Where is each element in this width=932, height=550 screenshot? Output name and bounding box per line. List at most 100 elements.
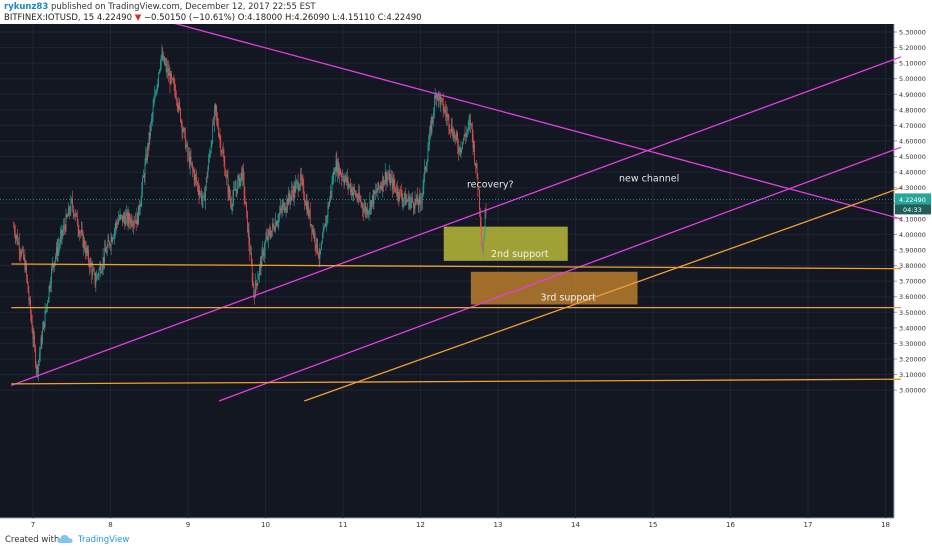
- candle-body: [381, 186, 383, 189]
- candle-body: [170, 73, 172, 84]
- candle-body: [415, 199, 417, 202]
- candle-body: [18, 241, 20, 252]
- candle-body: [180, 121, 182, 123]
- candle-body: [269, 231, 271, 236]
- candle-body: [368, 209, 370, 213]
- candle-body: [95, 281, 97, 285]
- candle-body: [21, 251, 23, 256]
- candle-body: [99, 265, 101, 270]
- candle-body: [354, 188, 355, 192]
- candle-body: [150, 123, 151, 136]
- candle-body: [332, 181, 334, 182]
- y-tick-label: 4.70000: [899, 122, 926, 130]
- y-tick-label: 4.40000: [899, 169, 926, 177]
- candle-body: [14, 232, 16, 238]
- time-axis[interactable]: [0, 518, 894, 530]
- x-axis-ticks: 7 8 9 10 11 12 13 14 15 16 17 18: [31, 521, 890, 529]
- candle-body: [271, 230, 272, 237]
- price-tag-box: [895, 193, 931, 205]
- candle-body: [222, 151, 224, 157]
- candle-body: [126, 212, 127, 217]
- candle-body: [75, 213, 77, 217]
- candle-body: [66, 214, 68, 217]
- publish-info: published on TradingView.com, December 1…: [50, 2, 316, 12]
- candle-body: [386, 177, 388, 183]
- candle-body: [73, 214, 75, 215]
- candle-body: [350, 188, 352, 193]
- candle-body: [326, 216, 328, 218]
- candle-body: [116, 222, 118, 224]
- candle-body: [466, 132, 467, 137]
- candle-body: [196, 177, 197, 183]
- candle-body: [223, 156, 225, 162]
- candle-body: [276, 223, 278, 226]
- candle-body: [62, 231, 64, 236]
- candle-body: [379, 186, 380, 188]
- candle-body: [31, 321, 33, 333]
- candle-body: [450, 124, 452, 131]
- y-tick-label: 5.10000: [899, 60, 926, 68]
- candle-body: [265, 239, 267, 243]
- candle-body: [315, 244, 317, 249]
- candle-body: [129, 220, 131, 224]
- candle-body: [76, 213, 77, 214]
- candle-body: [463, 139, 464, 142]
- candle-body: [476, 163, 478, 178]
- price-chart[interactable]: recovery? new channel 2nd support 3rd suppo…: [0, 24, 932, 530]
- candle-body: [39, 348, 41, 355]
- x-tick-label: 15: [649, 521, 658, 529]
- candle-body: [479, 209, 481, 223]
- candle-body: [33, 336, 35, 340]
- candle-body: [409, 196, 410, 208]
- candle-body: [456, 133, 458, 140]
- y-tick-label: 4.00000: [899, 231, 926, 239]
- candle-body: [457, 139, 459, 148]
- tradingview-brand-link[interactable]: TradingView: [78, 535, 130, 545]
- candle-body: [450, 129, 451, 131]
- candle-body: [213, 122, 214, 124]
- candle-body: [245, 201, 247, 204]
- candle-body: [85, 247, 87, 254]
- candle-body: [79, 232, 81, 234]
- candle-body: [148, 132, 150, 148]
- candle-body: [230, 197, 231, 204]
- candle-body: [59, 243, 60, 246]
- candle-body: [209, 154, 210, 158]
- candle-body: [419, 196, 421, 198]
- candle-body: [364, 206, 366, 209]
- candle-body: [48, 286, 50, 299]
- candle-body: [408, 196, 409, 202]
- plot-area[interactable]: [0, 24, 894, 518]
- candle-body: [43, 321, 45, 327]
- price-axis[interactable]: [894, 24, 932, 530]
- candle-body: [270, 235, 272, 237]
- candle-body: [427, 151, 429, 162]
- candle-body: [216, 112, 218, 118]
- candle-body: [384, 172, 386, 181]
- candle-body: [132, 224, 134, 226]
- candle-body: [446, 115, 448, 118]
- candle-body: [210, 145, 212, 153]
- author-link[interactable]: rykunz83: [4, 2, 49, 12]
- low-value: L:4.15110: [332, 13, 375, 23]
- candle-body: [159, 69, 160, 73]
- candle-body: [214, 104, 216, 110]
- candle-body: [313, 233, 315, 237]
- candle-body: [296, 181, 297, 184]
- candle-body: [297, 181, 299, 191]
- candle-body: [64, 227, 66, 231]
- candle-body: [138, 205, 139, 225]
- candle-body: [388, 173, 390, 179]
- candle-body: [207, 168, 209, 178]
- candle-body: [31, 313, 32, 322]
- candle-body: [135, 220, 137, 224]
- candle-body: [61, 230, 63, 236]
- candle-body: [111, 237, 113, 242]
- x-tick-label: 12: [416, 521, 425, 529]
- candle-body: [462, 141, 463, 148]
- candle-body: [413, 201, 414, 208]
- candle-body: [121, 215, 122, 217]
- candle-body: [467, 123, 469, 130]
- candle-body: [160, 55, 162, 65]
- y-tick-label: 4.50000: [899, 153, 926, 161]
